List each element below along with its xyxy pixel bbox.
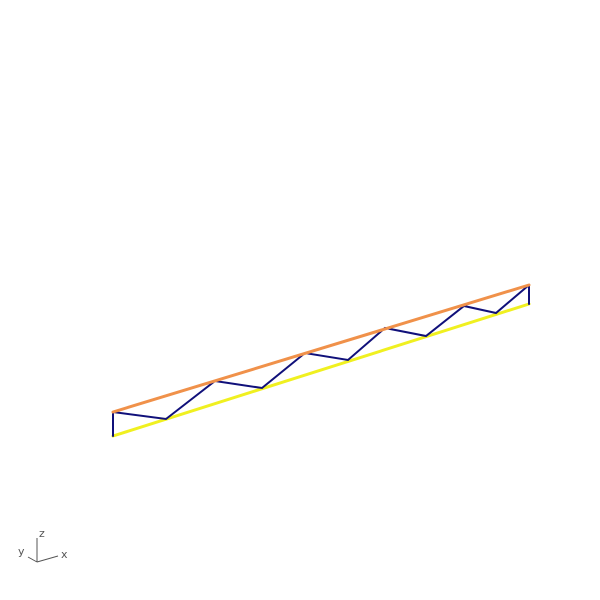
- top-chord: [111, 283, 531, 414]
- z-axis-label: z: [39, 527, 45, 540]
- bottom-chord: [111, 302, 531, 438]
- web-members: [112, 284, 530, 437]
- web-zigzag: [112, 284, 530, 421]
- y-axis-line: [27, 556, 38, 563]
- x-axis-line: [36, 555, 59, 563]
- x-axis-label: x: [61, 548, 68, 561]
- y-axis-label: y: [18, 545, 25, 558]
